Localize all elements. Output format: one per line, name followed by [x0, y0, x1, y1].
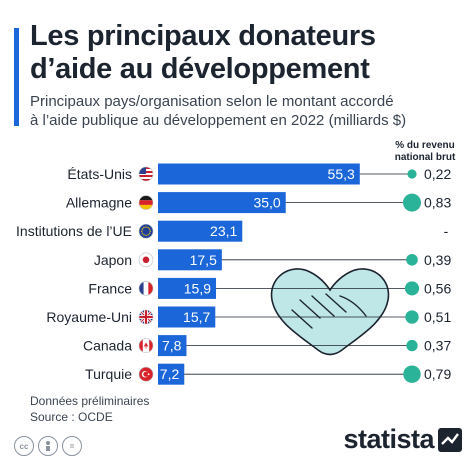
chart-row: Royaume-Uni 15,7 0,51 [46, 306, 451, 328]
pct-gni-dot [406, 339, 418, 352]
bar [158, 249, 222, 271]
eu-flag-icon [138, 223, 154, 239]
bar [158, 277, 217, 299]
pct-gni-dot [403, 365, 421, 383]
category-label: Turquie [85, 366, 132, 382]
category-label: Allemagne [66, 195, 132, 211]
chart-row: Allemagne 35,0 0,83 [66, 192, 451, 214]
pct-gni-label: 0,37 [424, 338, 451, 354]
chart-row: France 15,9 0,56 [88, 277, 451, 299]
pct-gni-label: 0,39 [424, 252, 451, 268]
cc-icon[interactable]: cc [14, 436, 34, 456]
category-label: Japon [94, 252, 132, 268]
value-label: 17,5 [190, 252, 217, 268]
statista-mark-icon [438, 427, 462, 452]
japan-flag-icon [138, 252, 154, 268]
handshake-heart-icon [270, 268, 390, 356]
pct-gni-label: 0,51 [424, 309, 451, 325]
value-label: 15,7 [183, 309, 210, 325]
title-line-2: d’aide au développement [30, 53, 370, 85]
pct-gni-label: 0,83 [424, 195, 451, 211]
value-label: 35,0 [253, 195, 280, 211]
category-label: Royaume-Uni [46, 309, 132, 325]
subtitle-line-1: Principaux pays/organisation selon le mo… [30, 93, 394, 110]
value-label: 55,3 [328, 166, 355, 182]
value-label: 7,8 [162, 338, 182, 354]
pct-gni-dot [403, 193, 421, 212]
person-icon[interactable] [38, 436, 58, 456]
bar [158, 220, 243, 242]
title-accent-bar [14, 28, 19, 126]
bar [158, 163, 360, 185]
pct-gni-label: 0,79 [424, 366, 451, 382]
pct-gni-header-line-1: % du revenu [395, 140, 455, 151]
pct-gni-dot [405, 310, 419, 324]
page-title: Les principaux donateurs d’aide au dével… [30, 20, 470, 86]
title-line-1: Les principaux donateurs [30, 20, 376, 52]
note-preliminary: Données préliminaires [30, 394, 150, 408]
chart-notes: Données préliminaires Source : OCDE [30, 393, 149, 425]
pct-gni-dot [407, 169, 417, 179]
category-label: États-Unis [67, 166, 132, 182]
subtitle-line-2: à l’aide publique au développement en 20… [30, 112, 407, 129]
pct-gni-header: % du revenu national brut [380, 140, 470, 164]
value-label: 15,9 [184, 280, 211, 296]
license-icons: cc = [14, 436, 82, 456]
value-label: 23,1 [210, 223, 237, 239]
pct-gni-header-line-2: national brut [394, 152, 456, 163]
uk-flag-icon [138, 309, 154, 325]
pct-gni-label: - [444, 223, 449, 239]
category-label: Canada [83, 338, 132, 354]
chart-row: États-Unis 55,3 0,22 [67, 163, 451, 185]
bar [158, 363, 185, 385]
us-flag-icon [138, 166, 154, 182]
chart-row: Institutions de l’UE 23,1 - [16, 220, 449, 242]
bar [158, 335, 187, 357]
pct-gni-label: 0,56 [424, 280, 451, 296]
bar [158, 192, 286, 214]
category-label: France [88, 280, 132, 296]
turkey-flag-icon [138, 366, 154, 382]
pct-gni-dot [406, 253, 418, 266]
statista-logo[interactable]: statista [343, 424, 462, 455]
germany-flag-icon [138, 195, 154, 210]
chart-row: Japon 17,5 0,39 [94, 249, 451, 271]
canada-flag-icon [138, 338, 154, 353]
note-source: Source : OCDE [30, 410, 113, 424]
bar [158, 306, 216, 328]
value-label: 7,2 [160, 366, 180, 382]
brand-name: statista [343, 424, 434, 454]
chart-row: Turquie 7,2 0,79 [85, 363, 451, 385]
pct-gni-label: 0,22 [424, 166, 451, 182]
pct-gni-dot [404, 281, 420, 296]
chart-row: Canada 7,8 0,37 [83, 335, 451, 357]
france-flag-icon [138, 281, 154, 296]
category-label: Institutions de l’UE [16, 223, 132, 239]
page-subtitle: Principaux pays/organisation selon le mo… [30, 92, 470, 130]
equals-icon[interactable]: = [62, 436, 82, 456]
